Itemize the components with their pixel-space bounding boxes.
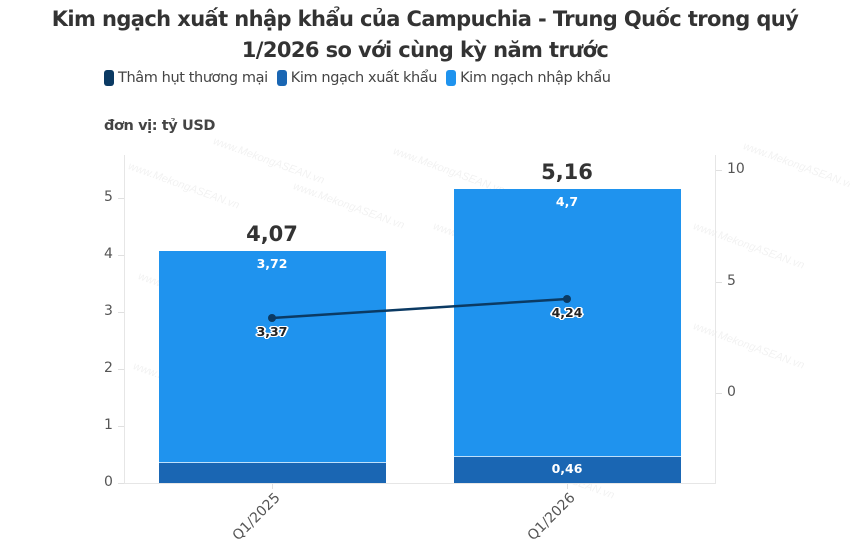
- right-tick-label: 5: [727, 273, 736, 289]
- left-tick-label: 4: [104, 246, 113, 262]
- legend-label: Thâm hụt thương mại: [118, 70, 268, 86]
- right-tick: [716, 170, 722, 171]
- bar-separator: [159, 462, 386, 463]
- right-tick-label: 0: [727, 384, 736, 400]
- chart-legend: Thâm hụt thương mại Kim ngạch xuất khẩu …: [104, 70, 620, 86]
- legend-swatch-export-icon: [276, 70, 287, 86]
- deficit-value-label: 4,24: [551, 305, 583, 320]
- legend-label: Kim ngạch xuất khẩu: [290, 70, 438, 86]
- x-tick: [567, 484, 568, 489]
- legend-item-deficit[interactable]: Thâm hụt thương mại: [104, 70, 268, 86]
- right-tick: [716, 282, 722, 283]
- left-tick-label: 3: [104, 303, 113, 319]
- right-tick: [716, 393, 722, 394]
- left-tick: [118, 426, 124, 427]
- chart-title-line2: 1/2026 so với cùng kỳ năm trước: [241, 38, 609, 62]
- legend-swatch-deficit-icon: [104, 70, 114, 86]
- import-value-label: 3,72: [256, 256, 288, 271]
- legend-item-export[interactable]: Kim ngạch xuất khẩu: [276, 70, 438, 86]
- bar-total-label: 4,07: [246, 222, 298, 246]
- left-tick-label: 0: [104, 474, 113, 490]
- right-tick-label: 10: [727, 161, 745, 177]
- x-axis-line: [118, 483, 716, 484]
- deficit-point-2025: [268, 314, 276, 322]
- legend-item-import[interactable]: Kim ngạch nhập khẩu: [446, 70, 611, 86]
- bar-export-2025[interactable]: [159, 463, 386, 483]
- bar-separator: [454, 456, 681, 457]
- legend-label: Kim ngạch nhập khẩu: [460, 70, 611, 86]
- chart-title: Kim ngạch xuất nhập khẩu của Campuchia -…: [0, 4, 850, 66]
- plot-area: www.MekongASEAN.vn www.MekongASEAN.vn ww…: [104, 135, 850, 544]
- deficit-point-2026: [563, 295, 571, 303]
- left-axis-line: [124, 155, 125, 484]
- unit-label: đơn vị: tỷ USD: [104, 118, 216, 134]
- import-value-label: 4,7: [555, 194, 579, 209]
- deficit-line: [268, 295, 571, 322]
- bar-total-label: 5,16: [541, 160, 593, 184]
- left-tick: [118, 483, 124, 484]
- chart-title-line1: Kim ngạch xuất nhập khẩu của Campuchia -…: [51, 7, 799, 31]
- deficit-value-label: 3,37: [256, 324, 288, 339]
- bar-import-2025[interactable]: [159, 251, 386, 462]
- left-tick-label: 2: [104, 360, 113, 376]
- bar-import-2026[interactable]: [454, 189, 681, 456]
- left-tick: [118, 312, 124, 313]
- left-tick: [118, 255, 124, 256]
- export-value-label: 0,46: [551, 461, 583, 476]
- bar-export-2026[interactable]: [454, 457, 681, 483]
- left-tick: [118, 198, 124, 199]
- left-tick-label: 1: [104, 417, 113, 433]
- x-tick: [272, 484, 273, 489]
- left-tick: [118, 369, 124, 370]
- left-tick-label: 5: [104, 189, 113, 205]
- right-axis-line: [715, 155, 716, 484]
- legend-swatch-import-icon: [446, 70, 457, 86]
